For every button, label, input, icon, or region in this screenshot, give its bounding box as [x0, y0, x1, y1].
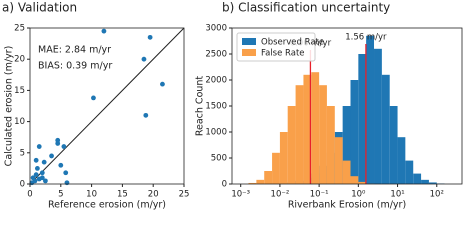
legend-swatch — [242, 38, 256, 45]
point — [101, 28, 107, 34]
point — [32, 178, 38, 184]
point — [33, 172, 39, 178]
point — [91, 95, 96, 101]
identity-line — [29, 27, 185, 185]
point — [33, 157, 39, 163]
histogram-bar — [350, 176, 359, 184]
histogram-bar — [248, 182, 257, 184]
point — [58, 162, 64, 168]
legend-swatch — [242, 49, 256, 56]
y-tick-label: 2500 — [205, 50, 227, 60]
plot-frame — [231, 27, 463, 185]
y-tick-label: 1000 — [205, 128, 227, 138]
x-tick-label: 20 — [148, 190, 159, 200]
x-tick-label: 10 — [86, 190, 97, 200]
y-tick-label: 500 — [211, 154, 227, 164]
x-tick-label: 10⁻³ — [231, 190, 250, 200]
point — [141, 56, 147, 62]
histogram-bar — [358, 181, 367, 184]
y-axis-label: Reach Count — [195, 76, 206, 137]
histogram-bar — [374, 48, 382, 184]
histogram-bar — [421, 179, 429, 184]
histogram-bar — [389, 106, 398, 184]
point — [49, 153, 54, 159]
point — [64, 180, 70, 186]
y-axis-label: Calculated erosion (m/yr) — [4, 46, 15, 167]
chart-title: b) Classification uncertainty — [222, 1, 390, 15]
histogram-bar — [342, 106, 351, 184]
histogram-bar — [397, 137, 406, 184]
annotation: MAE: 2.84 m/yr — [38, 45, 111, 56]
y-tick-label: 0 — [222, 180, 227, 190]
annotation: BIAS: 0.39 m/yr — [38, 61, 112, 72]
x-tick-label: 10⁻² — [271, 190, 290, 200]
histogram-bar — [264, 171, 273, 184]
y-tick-label: 2000 — [205, 76, 227, 86]
histogram-bar — [405, 160, 414, 184]
histogram-bar — [326, 106, 335, 184]
histogram-bar — [287, 106, 296, 184]
y-tick-label: 10 — [14, 117, 25, 127]
x-tick-label: 10² — [430, 190, 444, 200]
chart-title: a) Validation — [2, 1, 77, 15]
histogram-bar — [334, 137, 343, 184]
point — [160, 81, 165, 87]
x-tick-label: 10⁻¹ — [310, 190, 329, 200]
x-axis-label: Reference erosion (m/yr) — [48, 200, 166, 211]
x-axis-label: Riverbank Erosion (m/yr) — [288, 200, 406, 211]
plot-frame — [29, 27, 185, 185]
point — [63, 170, 69, 176]
histogram-bar — [256, 179, 265, 184]
point — [43, 178, 48, 184]
x-tick-label: 0 — [27, 190, 32, 200]
x-tick-label: 10⁰ — [351, 190, 366, 200]
y-tick-label: 1500 — [205, 102, 227, 112]
histogram-bar — [303, 74, 312, 184]
histogram-bar — [358, 54, 367, 184]
point — [36, 144, 42, 149]
legend-label: False Rate — [261, 49, 305, 59]
legend-label: Observed Rate — [261, 38, 324, 48]
histogram-bar — [311, 72, 320, 184]
y-tick-label: 3000 — [205, 24, 227, 34]
y-tick-label: 25 — [14, 24, 25, 34]
point — [147, 34, 153, 40]
point — [39, 170, 45, 176]
histogram-bar — [366, 35, 375, 184]
histogram-bar — [342, 160, 351, 184]
point — [34, 166, 40, 171]
point — [39, 175, 45, 181]
y-tick-label: 20 — [14, 55, 25, 65]
y-tick-label: 0 — [20, 180, 25, 190]
x-tick-label: 15 — [117, 190, 128, 200]
y-tick-label: 5 — [20, 148, 25, 158]
histogram-bar — [350, 80, 359, 184]
histogram-bar — [381, 74, 390, 184]
reference-label: 1.56 m/yr — [345, 33, 387, 43]
y-tick-label: 15 — [14, 86, 25, 96]
x-tick-label: 10¹ — [390, 190, 404, 200]
histogram-bar — [272, 152, 280, 184]
legend-box — [236, 32, 316, 62]
point — [61, 144, 67, 149]
x-tick-label: 5 — [58, 190, 63, 200]
x-tick-label: 25 — [179, 190, 190, 200]
figure: a) Validation b) Classification uncertai… — [2, 1, 463, 211]
histogram-bar — [319, 85, 327, 184]
histogram-bar — [413, 173, 422, 184]
histogram-bar — [428, 182, 437, 184]
point — [143, 112, 149, 118]
point — [55, 137, 61, 143]
histogram-bar — [295, 85, 304, 184]
point — [41, 159, 47, 165]
histogram-bar — [279, 132, 288, 184]
